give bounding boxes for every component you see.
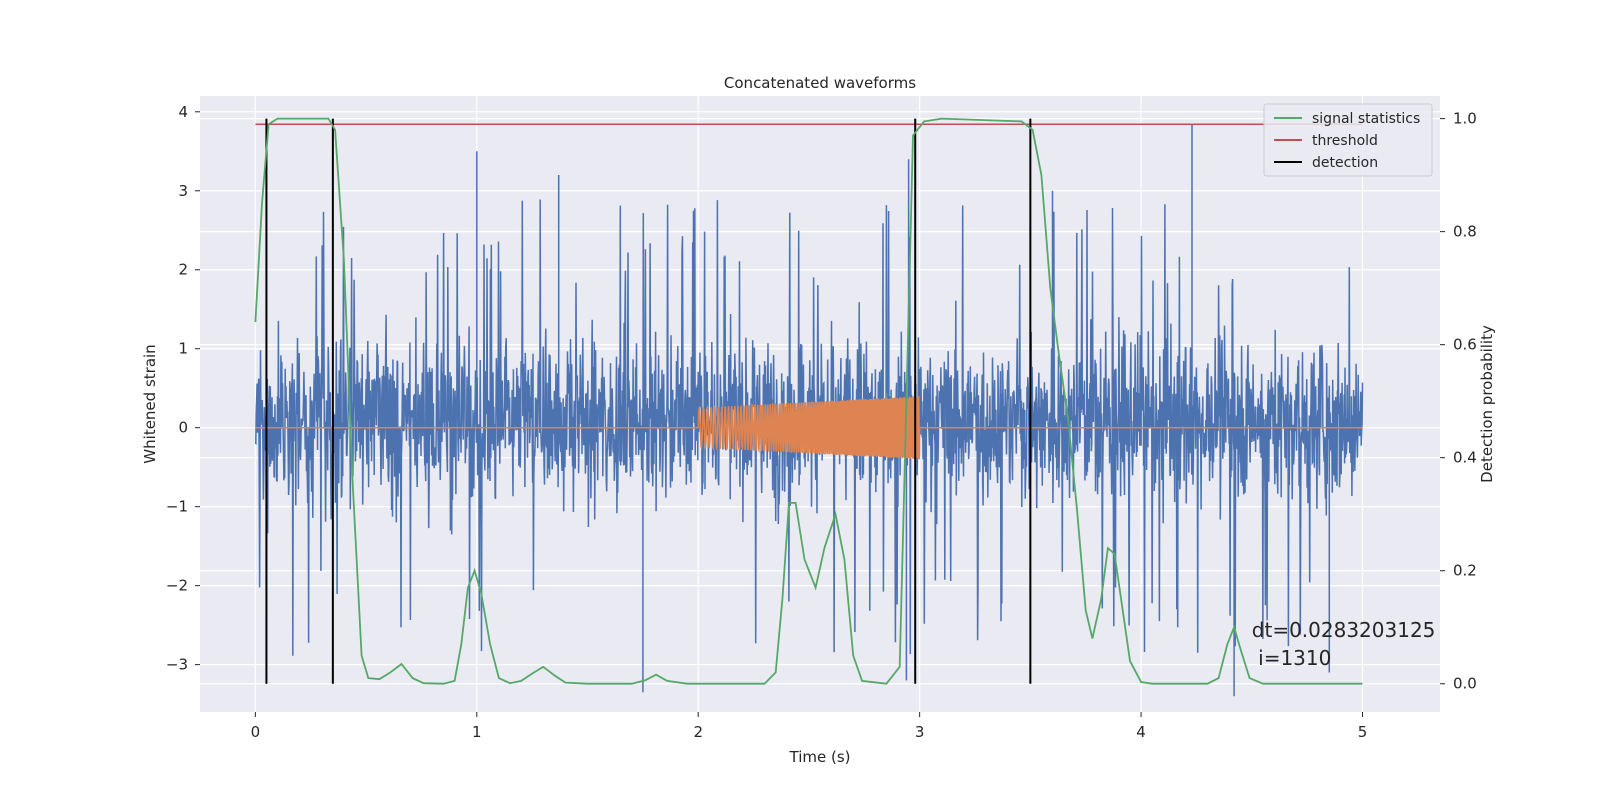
signal-statistics-line <box>254 117 1363 685</box>
y2-tick-label: 0.6 <box>1453 336 1477 354</box>
y-tick-label: −1 <box>166 498 188 516</box>
y-axis-label: Whitened strain <box>141 344 159 463</box>
x-tick-label: 0 <box>251 723 261 741</box>
y-tick-label: −3 <box>166 656 188 674</box>
x-axis-label: Time (s) <box>789 748 851 766</box>
y-tick-label: 4 <box>178 103 188 121</box>
x-tick-label: 1 <box>472 723 482 741</box>
y-tick-label: 3 <box>178 182 188 200</box>
legend-label-threshold: threshold <box>1312 133 1378 149</box>
y-tick-label: 0 <box>178 419 188 437</box>
y2-tick-label: 0.8 <box>1453 223 1477 241</box>
legend-label-signal_statistics: signal statistics <box>1312 111 1420 127</box>
legend-label-detection: detection <box>1312 155 1378 171</box>
annotation-i: i=1310 <box>1252 646 1332 670</box>
ticks: 0 1 2 3 4 5 −3 −2 −1 0 1 2 3 4 0.0 0.2 0.4 0.6 0.8 1.0 <box>166 103 1477 741</box>
y2-axis-label: Detection probability <box>1478 325 1496 483</box>
x-tick-label: 4 <box>1136 723 1146 741</box>
x-tick-label: 2 <box>693 723 703 741</box>
x-tick-label: 3 <box>915 723 925 741</box>
y2-tick-label: 0.2 <box>1453 562 1477 580</box>
annotation-dt: dt=0.0283203125 <box>1252 618 1436 642</box>
injection-line <box>255 396 1363 460</box>
series-layer <box>254 117 1364 697</box>
y2-tick-label: 0.4 <box>1453 449 1477 467</box>
chart-title: Concatenated waveforms <box>724 74 916 92</box>
y-tick-label: −2 <box>166 577 188 595</box>
y2-tick-label: 1.0 <box>1453 110 1477 128</box>
x-tick-label: 5 <box>1358 723 1368 741</box>
legend: signal statistics threshold detection <box>1263 103 1433 177</box>
y-tick-label: 1 <box>178 340 188 358</box>
legend-box <box>1263 103 1433 177</box>
y-tick-label: 2 <box>178 261 188 279</box>
y2-tick-label: 0.0 <box>1453 675 1477 693</box>
